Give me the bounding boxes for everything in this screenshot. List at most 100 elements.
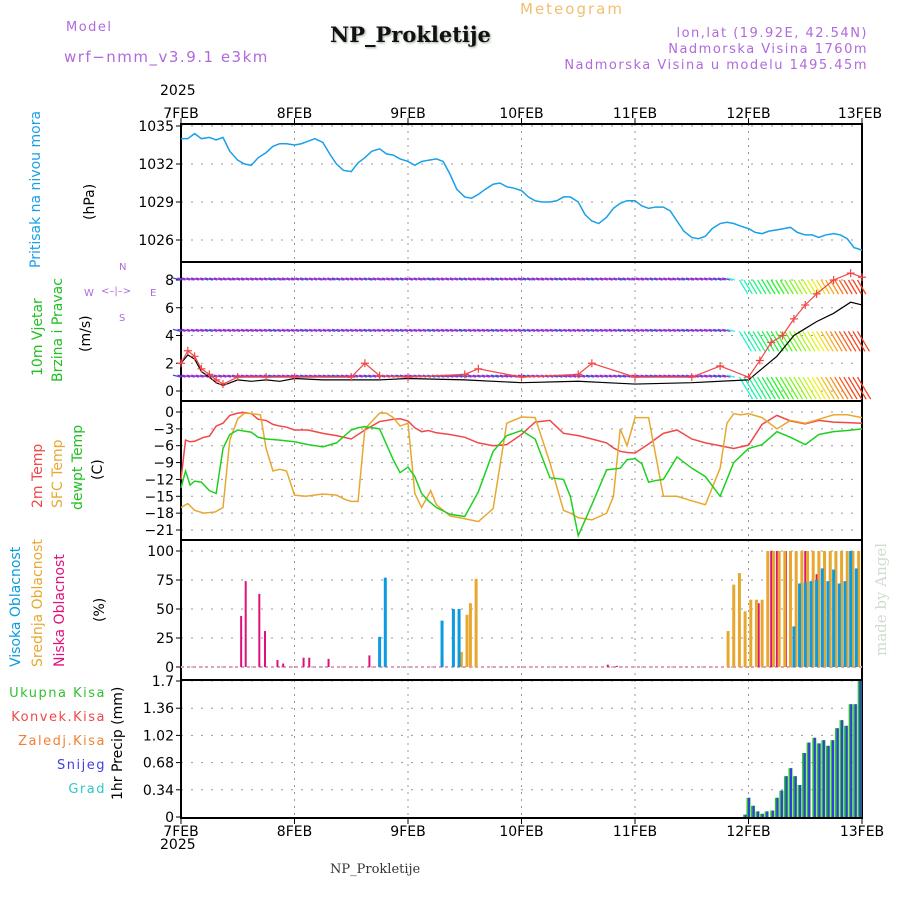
wind-barb <box>463 277 472 281</box>
wind-barb <box>572 277 581 281</box>
wind-barb <box>372 277 381 281</box>
wind-barb <box>313 277 322 281</box>
cloud-bar <box>258 593 261 667</box>
cloud-bar <box>792 626 796 667</box>
wind-barb <box>802 376 817 400</box>
cloud-bar <box>240 615 243 667</box>
wind-barb <box>726 277 736 281</box>
precip-bar-snow <box>744 814 747 817</box>
wind-barb <box>181 277 191 281</box>
wind-barb <box>277 328 286 332</box>
precip-bar-snow <box>808 742 811 817</box>
wind-barb <box>327 328 336 332</box>
wind-barb <box>558 277 568 281</box>
wind-barb <box>290 277 300 281</box>
wind-barb <box>431 328 440 332</box>
wind-barb <box>775 279 785 295</box>
wind-barb <box>318 328 327 332</box>
wind-barb <box>563 328 572 332</box>
wind-barb <box>218 328 227 332</box>
wind-barb <box>363 277 372 281</box>
precip-bar-snow <box>859 681 862 817</box>
gust-marker <box>197 364 206 373</box>
wind-barb <box>747 279 758 295</box>
wind-barb <box>404 277 413 281</box>
cloud-bar <box>857 551 861 667</box>
wind-barb <box>336 277 345 281</box>
y-tick-label: 2 <box>165 356 174 372</box>
wind-barb <box>694 277 704 281</box>
wind-barb <box>722 277 731 281</box>
wind-barb <box>486 374 495 378</box>
wind-barb <box>331 328 341 332</box>
gust-marker <box>218 380 227 389</box>
cloud-bar <box>743 611 747 667</box>
wind-barb <box>481 374 490 378</box>
gust-marker <box>233 373 242 382</box>
wind-barb <box>449 277 459 281</box>
wind-barb <box>186 374 195 378</box>
cloud-bar <box>809 581 813 667</box>
lonlat-label: lon,lat (19.92E, 42.54N) <box>676 26 868 41</box>
wind-barb <box>608 328 617 332</box>
wind-barb <box>486 328 495 332</box>
wind-barb <box>490 328 499 332</box>
wind-barb <box>240 328 250 332</box>
wind-barb <box>752 279 762 295</box>
cloud-bar <box>851 551 855 667</box>
wind-barb <box>788 279 799 295</box>
y-tick-label: 0 <box>165 384 174 400</box>
cloud-bar <box>800 551 804 667</box>
wind-barb <box>177 328 186 332</box>
precip-bar-snow <box>841 720 844 817</box>
gust-marker <box>778 331 787 340</box>
wind-barb <box>838 279 849 295</box>
wind-barb <box>499 328 509 332</box>
wind-barb <box>368 277 377 281</box>
wind-barb <box>576 277 586 281</box>
wind-barb <box>797 376 813 400</box>
wind-barb <box>681 277 690 281</box>
wind-barb <box>354 277 363 281</box>
y-tick-label: −3 <box>153 422 174 438</box>
wind-barb <box>802 331 816 352</box>
wind-barb <box>240 277 250 281</box>
cloud-bar <box>468 603 472 667</box>
wind-barb <box>816 331 830 352</box>
y-tick-label: 75 <box>156 573 174 589</box>
wind-barb <box>472 328 481 332</box>
cloud-bar <box>849 551 853 667</box>
x-label-top: 7FEB <box>163 106 198 122</box>
wind-barb <box>608 374 617 378</box>
wind-barb <box>540 328 549 332</box>
wind-barb <box>218 374 227 378</box>
cloud-bar <box>615 665 618 667</box>
wind-barb <box>843 376 858 400</box>
compass-n: N <box>119 262 127 273</box>
wind-barb <box>825 331 839 352</box>
wind-barb <box>418 277 427 281</box>
wind-barb <box>250 328 259 332</box>
wind-barb <box>590 328 599 332</box>
cloud-bar <box>817 551 821 667</box>
precip-bar-snow <box>827 745 830 817</box>
y-tick-label: 0 <box>165 660 174 676</box>
wind-barb <box>236 277 245 281</box>
wind-barb <box>685 277 695 281</box>
y-tick-label: −9 <box>153 456 174 472</box>
wind-barb <box>236 328 245 332</box>
wind-barb <box>722 328 731 332</box>
wind-barb <box>747 376 763 400</box>
wind-barb <box>770 331 784 352</box>
cloud-bar <box>771 551 775 667</box>
y-tick-label: −15 <box>144 489 174 505</box>
wind-barb <box>811 331 825 352</box>
wind-barb <box>422 277 431 281</box>
gust-marker <box>631 373 639 382</box>
wind-barb <box>738 279 749 295</box>
wind-barb <box>386 277 395 281</box>
y-tick-label: 0.34 <box>143 783 174 799</box>
wind-barb <box>847 376 863 400</box>
cloud-bar <box>757 603 760 667</box>
wind-barb <box>658 277 667 281</box>
